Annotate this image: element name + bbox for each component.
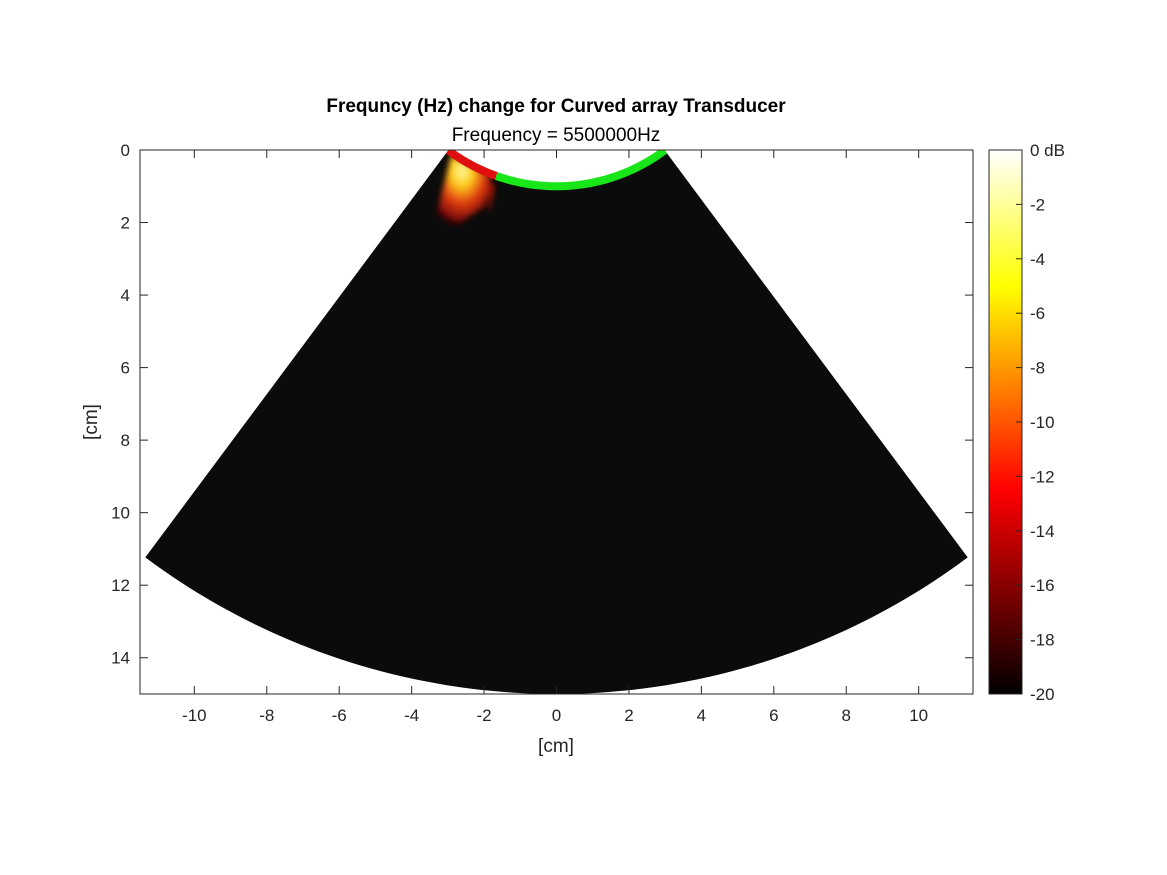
x-tick-label: 4 — [697, 706, 706, 725]
y-tick-label: 10 — [111, 504, 130, 523]
colorbar: 0 dB -2 -4 -6 -8 -10 -12 -14 -16 -18 -20 — [988, 141, 1065, 704]
transducer-inactive-elements — [494, 150, 668, 191]
colorbar-ticks: 0 dB -2 -4 -6 -8 -10 -12 -14 -16 -18 -20 — [1016, 141, 1065, 704]
colorbar-tick-label: -8 — [1030, 359, 1045, 378]
y-tick-label: 12 — [111, 576, 130, 595]
colorbar-tick-label: -4 — [1030, 250, 1045, 269]
x-axis-ticks: -10 -8 -6 -4 -2 0 2 4 6 8 10 — [182, 150, 928, 725]
x-tick-label: -8 — [259, 706, 274, 725]
y-tick-label: 6 — [121, 359, 130, 378]
colorbar-tick-label: -14 — [1030, 522, 1055, 541]
scan-sector — [145, 150, 968, 694]
x-tick-label: -2 — [477, 706, 492, 725]
colorbar-tick-label: -20 — [1030, 685, 1055, 704]
beam-sidelobe — [487, 179, 495, 214]
y-axis-ticks: 0 2 4 6 8 10 12 14 — [111, 141, 973, 668]
colorbar-tick-label: -10 — [1030, 413, 1055, 432]
colorbar-tick-label: -16 — [1030, 576, 1055, 595]
x-tick-label: 2 — [624, 706, 633, 725]
y-tick-label: 8 — [121, 431, 130, 450]
x-tick-label: 6 — [769, 706, 778, 725]
x-tick-label: 0 — [552, 706, 561, 725]
colorbar-tick-label: -2 — [1030, 195, 1045, 214]
beam-intensity — [433, 154, 495, 237]
y-tick-label: 14 — [111, 649, 130, 668]
plot-area: -10 -8 -6 -4 -2 0 2 4 6 8 10 0 2 4 6 8 10 12 14 — [111, 141, 974, 725]
x-tick-label: -10 — [182, 706, 207, 725]
x-tick-label: -6 — [332, 706, 347, 725]
x-tick-label: -4 — [404, 706, 419, 725]
chart-subtitle: Frequency = 5500000Hz — [452, 125, 661, 146]
colorbar-tick-label: -18 — [1030, 631, 1055, 650]
x-tick-label: 10 — [909, 706, 928, 725]
transducer-active-elements — [445, 150, 498, 180]
y-tick-label: 4 — [121, 286, 130, 305]
chart-title: Frequncy (Hz) change for Curved array Tr… — [326, 96, 786, 117]
colorbar-tick-label: 0 dB — [1030, 141, 1065, 160]
colorbar-tick-label: -12 — [1030, 467, 1055, 486]
colorbar-tick-label: -6 — [1030, 304, 1045, 323]
y-axis-label: [cm] — [81, 404, 102, 440]
x-tick-label: 8 — [842, 706, 851, 725]
y-tick-label: 0 — [121, 141, 130, 160]
y-tick-label: 2 — [121, 214, 130, 233]
beam-lobe — [433, 154, 491, 237]
x-axis-label: [cm] — [538, 736, 574, 757]
